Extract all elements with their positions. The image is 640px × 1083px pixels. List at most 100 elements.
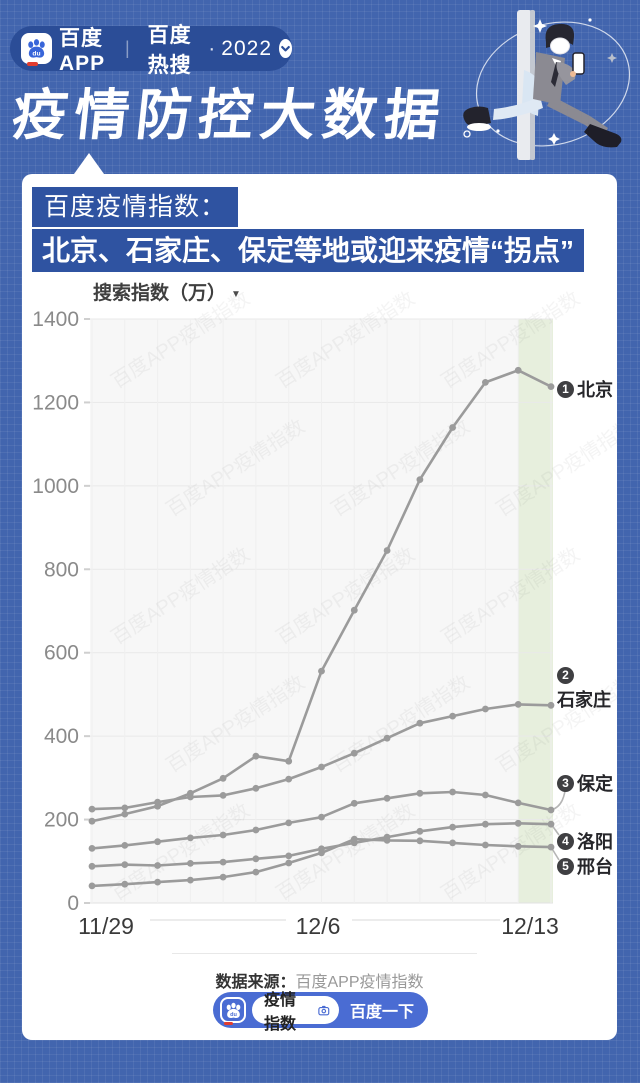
section-name: 百度热搜 [147, 23, 192, 77]
data-point [547, 806, 555, 814]
data-point [482, 841, 489, 849]
data-point [514, 366, 522, 374]
baidu-search-button[interactable]: 百度一下 [349, 1004, 414, 1021]
chart-card: 百度疫情指数： 北京、石家庄、保定等地或迎来疫情“拐点” 搜索指数（万） ▼ 百… [22, 153, 617, 1040]
data-point [121, 842, 129, 849]
data-point [547, 383, 555, 390]
data-point [482, 791, 489, 799]
y-tick-label: 800 [44, 558, 79, 581]
data-point [219, 873, 227, 881]
sparkle-icon [533, 19, 547, 33]
data-point [514, 842, 522, 850]
baidu-search-widget[interactable]: du 疫情指数 百度一下 [213, 992, 428, 1033]
data-point [318, 813, 325, 821]
data-point [350, 835, 358, 843]
data-point [252, 868, 260, 876]
rank-2-badge: 2 [557, 667, 574, 684]
data-point [416, 827, 424, 835]
data-point [187, 793, 194, 801]
data-point [187, 834, 194, 842]
rank-5-badge: 5 [557, 857, 574, 875]
data-point [350, 606, 358, 614]
chevron-down-icon[interactable] [279, 39, 292, 58]
phone [572, 52, 585, 75]
brand-dot: · [208, 36, 216, 60]
svg-text:du: du [32, 50, 40, 57]
data-source: 数据来源：百度APP疫情指数 [22, 968, 617, 992]
x-tick-label: 12/6 [296, 913, 341, 939]
data-point [350, 799, 358, 807]
data-point [318, 849, 325, 857]
data-point [547, 843, 555, 851]
x-tick-label: 11/29 [78, 913, 134, 939]
data-point [285, 819, 293, 827]
data-point [252, 752, 260, 760]
data-point [219, 774, 227, 782]
data-source-label: 数据来源： [215, 974, 296, 991]
baidu-red-accent [27, 62, 38, 66]
rank-1-badge: 1 [557, 380, 574, 398]
data-point [285, 775, 293, 783]
page-title: 疫情防控大数据 [9, 84, 450, 146]
sparkle-icon [548, 133, 560, 145]
data-point [449, 823, 456, 831]
series-name: 北京 [577, 380, 613, 400]
data-point [383, 837, 391, 844]
search-query: 疫情指数 [264, 992, 297, 1033]
baidu-logo: du [21, 33, 52, 66]
data-point [121, 861, 129, 868]
baidu-paw-icon: du [220, 997, 246, 1025]
face-mask [550, 37, 570, 55]
data-point [88, 862, 96, 870]
data-point [88, 805, 96, 813]
data-point [449, 424, 456, 431]
data-point [547, 820, 555, 828]
y-tick-label: 1000 [32, 475, 79, 498]
data-point [187, 860, 194, 867]
sparkle-icon [607, 53, 617, 63]
chart-headline-badge: 北京、石家庄、保定等地或迎来疫情“拐点” [32, 229, 585, 272]
data-point [416, 789, 424, 797]
y-tick-label: 1200 [32, 391, 79, 414]
data-point [449, 712, 456, 720]
data-point [219, 792, 227, 799]
data-point [482, 820, 489, 828]
y-tick-label: 400 [44, 725, 79, 748]
y-tick-label: 200 [44, 809, 79, 832]
data-point [318, 763, 325, 771]
card-notch [74, 153, 104, 174]
series-label-xingtai: 5 邢台 [557, 853, 613, 879]
data-point [416, 719, 424, 727]
data-point [482, 705, 489, 713]
svg-text:du: du [230, 1012, 237, 1018]
data-point [514, 799, 522, 807]
data-point [318, 667, 325, 675]
series-name: 邢台 [577, 857, 613, 877]
data-point [121, 804, 129, 812]
doorway-person-illustration [463, 10, 631, 160]
data-point [285, 852, 293, 860]
source-divider [172, 953, 477, 954]
camera-icon[interactable] [318, 1003, 330, 1018]
data-point [285, 757, 293, 765]
data-point [88, 845, 96, 852]
rank-3-badge: 3 [557, 774, 574, 792]
data-point [154, 798, 162, 806]
y-tick-label: 600 [44, 642, 79, 665]
data-point [88, 817, 96, 825]
series-name: 洛阳 [577, 832, 613, 852]
data-point [416, 837, 424, 845]
data-point [350, 749, 358, 757]
data-point [154, 878, 162, 886]
search-input[interactable]: 疫情指数 [252, 992, 339, 1033]
data-point [252, 826, 260, 834]
y-axis-title: 搜索指数（万） ▼ [93, 278, 241, 305]
data-point [219, 831, 227, 839]
data-point [252, 784, 260, 792]
data-point [383, 734, 391, 742]
brand-pill: du 百度APP | 百度热搜 · 2022 [10, 24, 292, 77]
data-point [514, 701, 522, 708]
dropdown-triangle-icon[interactable]: ▼ [231, 289, 241, 300]
